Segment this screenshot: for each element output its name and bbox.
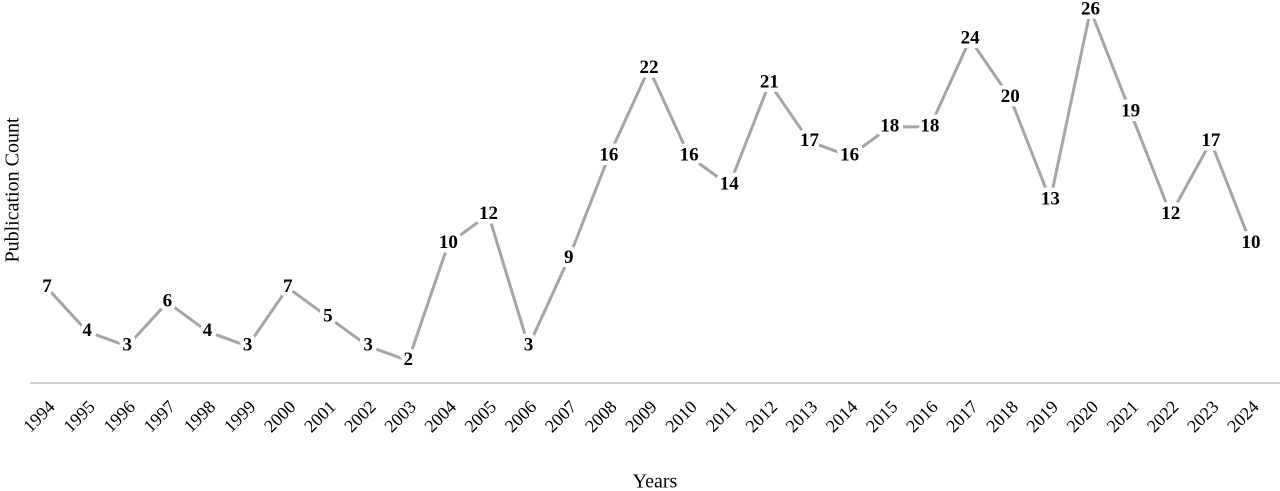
data-label: 7 bbox=[42, 276, 52, 297]
data-label: 6 bbox=[163, 291, 173, 312]
x-tick-label: 2022 bbox=[1143, 397, 1183, 437]
x-tick-label: 2024 bbox=[1223, 397, 1263, 437]
data-label: 16 bbox=[680, 145, 699, 166]
data-label: 10 bbox=[1242, 232, 1261, 253]
x-tick-label: 2007 bbox=[541, 397, 581, 437]
data-label: 3 bbox=[363, 335, 373, 356]
data-label: 18 bbox=[880, 115, 899, 136]
x-tick-label: 2012 bbox=[742, 397, 782, 437]
x-tick-label: 1998 bbox=[180, 397, 220, 437]
x-tick-label: 1994 bbox=[19, 397, 59, 437]
x-tick-label: 2017 bbox=[942, 397, 982, 437]
x-tick-label: 1999 bbox=[220, 397, 260, 437]
data-label: 20 bbox=[1001, 86, 1020, 107]
data-label: 4 bbox=[82, 320, 92, 341]
data-label: 19 bbox=[1121, 101, 1140, 122]
data-label: 17 bbox=[800, 130, 820, 151]
x-tick-label: 2013 bbox=[782, 397, 822, 437]
x-tick-label: 1997 bbox=[140, 397, 180, 437]
data-label: 9 bbox=[564, 247, 574, 268]
x-tick-label: 2004 bbox=[420, 397, 460, 437]
data-label: 12 bbox=[1161, 203, 1180, 224]
data-label: 7 bbox=[283, 276, 293, 297]
x-tick-label: 2015 bbox=[862, 397, 902, 437]
data-label: 2 bbox=[403, 349, 413, 370]
data-label: 3 bbox=[123, 335, 133, 356]
data-label: 4 bbox=[203, 320, 213, 341]
x-tick-label: 2023 bbox=[1183, 397, 1223, 437]
data-label: 26 bbox=[1081, 0, 1100, 19]
data-label: 16 bbox=[840, 145, 859, 166]
data-label: 16 bbox=[599, 145, 618, 166]
x-tick-label: 2009 bbox=[621, 397, 661, 437]
data-label: 10 bbox=[439, 232, 458, 253]
data-label: 13 bbox=[1041, 188, 1060, 209]
x-tick-label: 2014 bbox=[822, 397, 862, 437]
x-tick-label: 2002 bbox=[340, 397, 380, 437]
data-label: 17 bbox=[1201, 130, 1221, 151]
data-label: 3 bbox=[243, 335, 253, 356]
x-tick-label: 1995 bbox=[59, 397, 99, 437]
data-label: 18 bbox=[920, 115, 939, 136]
data-label: 21 bbox=[760, 71, 779, 92]
x-tick-label: 2018 bbox=[982, 397, 1022, 437]
x-tick-label: 1996 bbox=[99, 397, 139, 437]
x-tick-label: 2019 bbox=[1022, 397, 1062, 437]
x-tick-label: 2020 bbox=[1063, 397, 1103, 437]
x-tick-label: 2011 bbox=[702, 397, 741, 436]
x-tick-label: 2000 bbox=[260, 397, 300, 437]
x-tick-label: 2006 bbox=[501, 397, 541, 437]
x-tick-label: 2008 bbox=[581, 397, 621, 437]
y-axis-title: Publication Count bbox=[2, 117, 24, 262]
x-tick-label: 2016 bbox=[902, 397, 942, 437]
data-label: 5 bbox=[323, 305, 333, 326]
data-label: 14 bbox=[720, 174, 740, 195]
x-tick-label: 2010 bbox=[661, 397, 701, 437]
data-label: 12 bbox=[479, 203, 498, 224]
line bbox=[45, 8, 1253, 363]
data-label: 3 bbox=[524, 335, 534, 356]
data-label: 22 bbox=[640, 57, 659, 78]
data-label: 24 bbox=[961, 28, 981, 49]
x-tick-label: 2021 bbox=[1103, 397, 1143, 437]
x-tick-label: 2001 bbox=[300, 397, 340, 437]
x-axis-title: Years bbox=[633, 471, 678, 491]
x-tick-label: 2003 bbox=[380, 397, 420, 437]
x-tick-label: 2005 bbox=[461, 397, 501, 437]
